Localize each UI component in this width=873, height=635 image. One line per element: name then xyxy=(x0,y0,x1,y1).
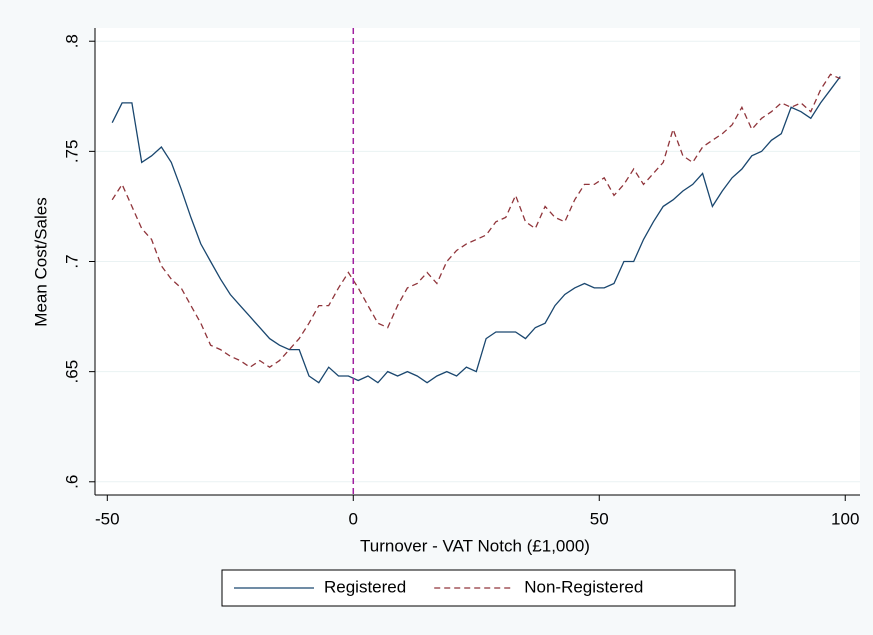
x-axis-label: Turnover - VAT Notch (£1,000) xyxy=(360,536,590,555)
y-tick-label: .65 xyxy=(62,360,81,384)
y-tick-label: .75 xyxy=(62,140,81,164)
x-tick-label: -50 xyxy=(95,509,120,528)
x-tick-label: 100 xyxy=(831,509,859,528)
y-tick-label: .8 xyxy=(62,34,81,48)
legend-label: Registered xyxy=(324,577,406,596)
x-tick-label: 50 xyxy=(590,509,609,528)
y-tick-label: .6 xyxy=(62,475,81,489)
y-tick-label: .7 xyxy=(62,254,81,268)
x-tick-label: 0 xyxy=(349,509,358,528)
y-axis-label: Mean Cost/Sales xyxy=(31,197,50,326)
legend-label: Non-Registered xyxy=(524,577,643,596)
series-line xyxy=(111,76,841,384)
